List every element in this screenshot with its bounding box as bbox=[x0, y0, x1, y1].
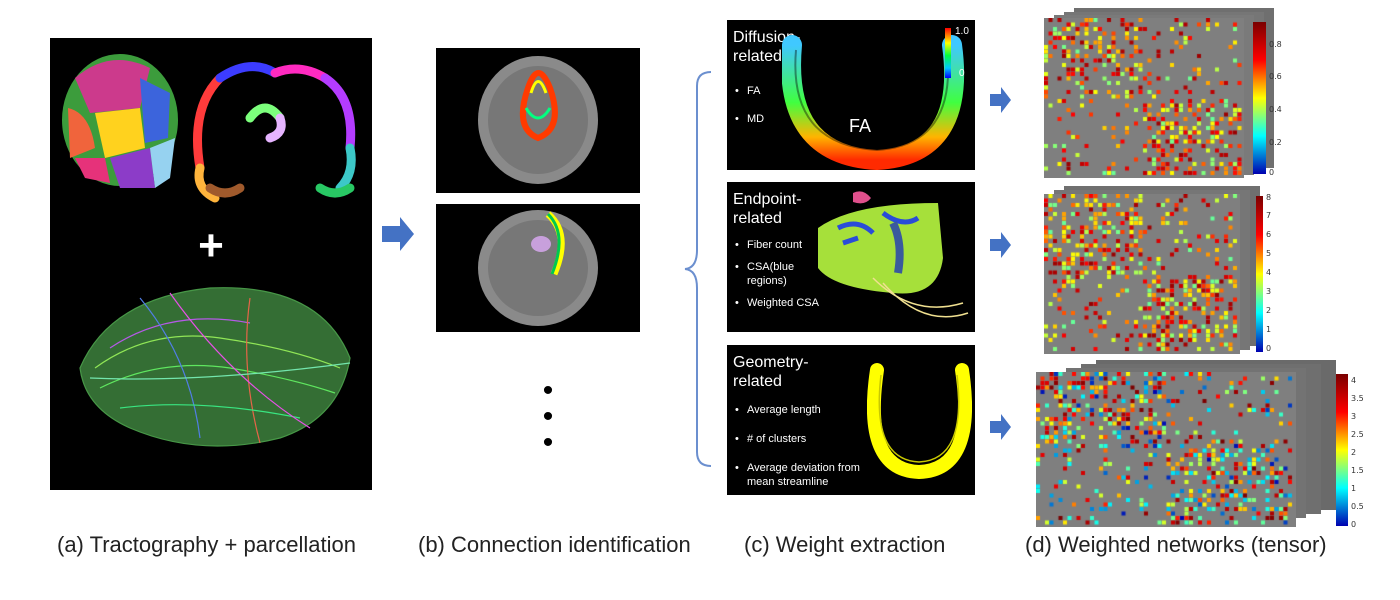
card-title-line2: related bbox=[733, 373, 782, 390]
tensor-stack-1 bbox=[1044, 8, 1284, 178]
card-diffusion-related: Diffusion- related FA MD FA 1.0 0 bbox=[727, 20, 975, 170]
arrow-a-to-b bbox=[382, 217, 414, 251]
colorbar-label: 0 bbox=[1351, 520, 1357, 529]
brain-surface-icon bbox=[62, 54, 178, 188]
colorbar-1: 0.8 0.6 0.4 0.2 0 bbox=[1253, 22, 1293, 177]
tensor-stack-2 bbox=[1044, 186, 1264, 356]
bullet-item: CSA(blue regions) bbox=[735, 260, 819, 288]
arrow-c-to-d-1 bbox=[990, 87, 1011, 113]
colorbar-label: 7 bbox=[1266, 211, 1272, 220]
colorbar-top-label: 1.0 bbox=[955, 26, 969, 37]
colorbar-label: 1.5 bbox=[1351, 466, 1364, 475]
colorbar-label: 5 bbox=[1266, 249, 1272, 258]
more-connections-dots: • • • bbox=[542, 374, 554, 459]
bullet-item: MD bbox=[735, 112, 764, 126]
caption-a: (a) Tractography + parcellation bbox=[57, 532, 356, 557]
colorbar bbox=[945, 28, 951, 78]
colorbar-label: 0 bbox=[1266, 344, 1272, 353]
colorbar-bottom-label: 0 bbox=[959, 68, 965, 79]
arrow-right-icon bbox=[990, 87, 1011, 113]
colorbar-label: 4 bbox=[1351, 376, 1357, 385]
colorbar-label: 4 bbox=[1266, 268, 1272, 277]
connectivity-matrix bbox=[1036, 372, 1296, 527]
colorbar-label: 0.5 bbox=[1351, 502, 1364, 511]
colorbar-2: 8 7 6 5 4 3 2 1 0 bbox=[1256, 193, 1296, 356]
arrow-c-to-d-2 bbox=[990, 232, 1011, 258]
geometry-tract-graphic bbox=[867, 363, 972, 480]
plus-sign: + bbox=[198, 221, 224, 270]
bullet-list: FA MD bbox=[735, 84, 764, 126]
coronal-slice-1-graphic bbox=[478, 56, 598, 184]
caption-d: (d) Weighted networks (tensor) bbox=[1025, 532, 1327, 557]
colorbar-label: 2 bbox=[1351, 448, 1357, 457]
curly-brace bbox=[684, 71, 712, 467]
colorbar-3: 4 3.5 3 2.5 2 1.5 1 0.5 0 bbox=[1336, 374, 1386, 530]
bullet-item: FA bbox=[735, 84, 764, 98]
colorbar-label: 0.2 bbox=[1269, 138, 1282, 147]
coronal-parcellation-icon bbox=[193, 62, 356, 203]
card-title-line2: related bbox=[733, 210, 782, 227]
connectivity-matrix bbox=[1044, 194, 1240, 354]
panel-a-graphic: + bbox=[62, 54, 356, 447]
colorbar-label: 6 bbox=[1266, 230, 1272, 239]
panel-b-slice-2 bbox=[436, 204, 640, 332]
colorbar-label: 2 bbox=[1266, 306, 1272, 315]
fa-tract-graphic bbox=[782, 28, 965, 170]
card-endpoint-related: Endpoint- related Fiber count CSA(blue r… bbox=[727, 182, 975, 332]
coronal-slice-2-graphic bbox=[478, 210, 598, 326]
bullet-item: # of clusters bbox=[735, 432, 885, 446]
tractography-sagittal-icon bbox=[79, 287, 351, 447]
tensor-stack-3 bbox=[1036, 360, 1336, 530]
bullet-item: Weighted CSA bbox=[735, 296, 819, 310]
colorbar-label: 3 bbox=[1266, 287, 1272, 296]
bullet-list: Fiber count CSA(blue regions) Weighted C… bbox=[735, 238, 819, 310]
arrow-right-icon bbox=[990, 232, 1011, 258]
arrow-c-to-d-3 bbox=[990, 414, 1011, 440]
bullet-item: Fiber count bbox=[735, 238, 819, 252]
colorbar-label: 2.5 bbox=[1351, 430, 1364, 439]
colorbar-label: 3 bbox=[1351, 412, 1357, 421]
connectivity-matrix bbox=[1044, 18, 1244, 178]
arrow-right-icon bbox=[382, 217, 414, 251]
card-title-line2: related bbox=[733, 48, 782, 65]
colorbar-label: 1 bbox=[1351, 484, 1357, 493]
colorbar-label: 0.6 bbox=[1269, 72, 1282, 81]
arrow-right-icon bbox=[990, 414, 1011, 440]
colorbar-label: 0.4 bbox=[1269, 105, 1282, 114]
bullet-list: Average length # of clusters Average dev… bbox=[735, 403, 885, 489]
panel-a-tractography: + bbox=[50, 38, 372, 490]
card-geometry-related: Geometry- related Average length # of cl… bbox=[727, 345, 975, 495]
colorbar-label: 1 bbox=[1266, 325, 1272, 334]
card-title-line1: Endpoint- bbox=[733, 191, 802, 208]
endpoint-surface-graphic bbox=[818, 191, 969, 318]
caption-b: (b) Connection identification bbox=[418, 532, 691, 557]
caption-c: (c) Weight extraction bbox=[744, 532, 946, 557]
colorbar-label: 0 bbox=[1269, 168, 1275, 177]
bullet-item: Average length bbox=[735, 403, 885, 417]
colorbar-label: 3.5 bbox=[1351, 394, 1364, 403]
card-title-line1: Geometry- bbox=[733, 354, 809, 371]
bullet-item: Average deviation from mean streamline bbox=[735, 461, 885, 489]
panel-b-slice-1 bbox=[436, 48, 640, 193]
fa-overlay-label: FA bbox=[849, 116, 872, 136]
colorbar-label: 0.8 bbox=[1269, 40, 1282, 49]
colorbar-label: 8 bbox=[1266, 193, 1272, 202]
